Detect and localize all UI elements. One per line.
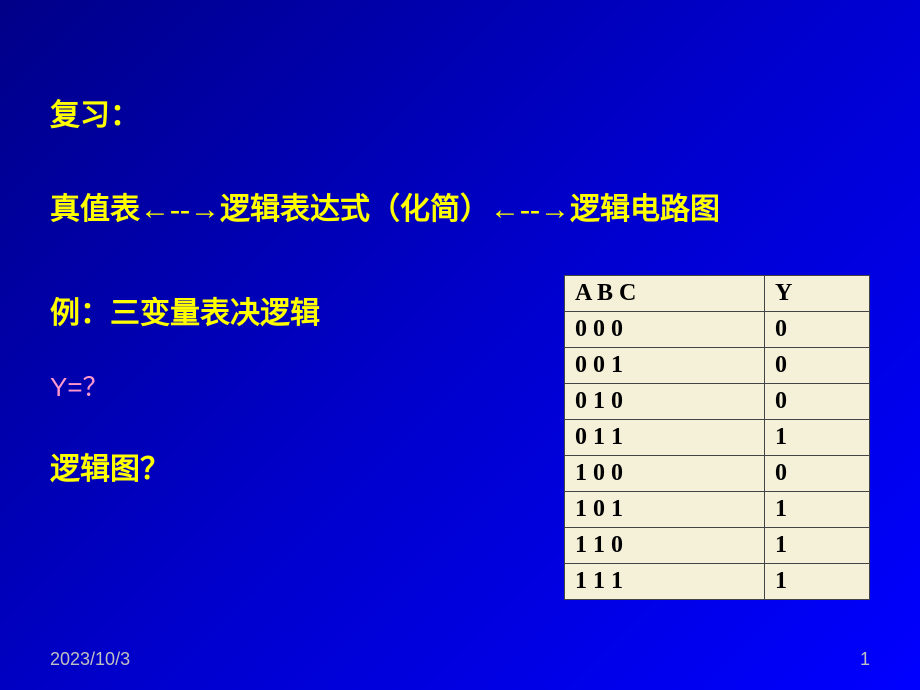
cell-abc: 1 1 0 [565,528,765,564]
cell-y: 0 [765,456,870,492]
cell-y: 0 [765,348,870,384]
cell-abc: 0 0 0 [565,312,765,348]
table-row: 1 1 1 1 [565,564,870,600]
cell-abc: 1 0 1 [565,492,765,528]
cell-y: 0 [765,312,870,348]
review-title: 复习： [50,90,870,134]
table-row: 1 0 1 1 [565,492,870,528]
table-header-row: A B C Y [565,276,870,312]
table-row: 0 0 1 0 [565,348,870,384]
cell-y: 1 [765,492,870,528]
table-row: 1 1 0 1 [565,528,870,564]
cell-abc: 1 1 1 [565,564,765,600]
cell-y: 1 [765,564,870,600]
cell-abc: 0 0 1 [565,348,765,384]
table-row: 0 1 0 0 [565,384,870,420]
header-abc: A B C [565,276,765,312]
footer-page-number: 1 [860,649,870,670]
truth-table: A B C Y 0 0 0 0 0 0 1 0 0 1 0 0 0 1 1 1 … [564,275,870,600]
table-row: 0 1 1 1 [565,420,870,456]
header-y: Y [765,276,870,312]
cell-y: 0 [765,384,870,420]
cell-abc: 0 1 1 [565,420,765,456]
table-row: 0 0 0 0 [565,312,870,348]
cell-abc: 0 1 0 [565,384,765,420]
table-row: 1 0 0 0 [565,456,870,492]
cell-y: 1 [765,420,870,456]
cell-y: 1 [765,528,870,564]
cell-abc: 1 0 0 [565,456,765,492]
slide-container: 复习： 真值表←--→逻辑表达式（化简）←--→逻辑电路图 例：三变量表决逻辑 … [0,0,920,690]
footer-date: 2023/10/3 [50,649,130,670]
conversion-flow: 真值表←--→逻辑表达式（化简）←--→逻辑电路图 [50,184,870,228]
